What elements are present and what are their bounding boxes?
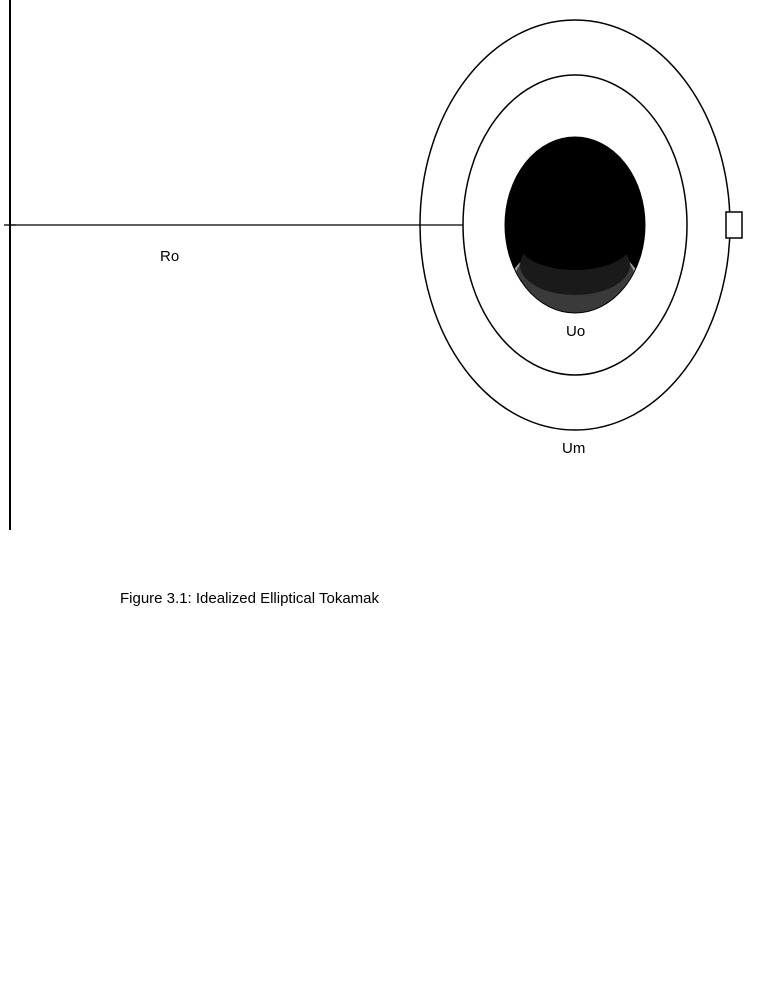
figure-caption: Figure 3.1: Idealized Elliptical Tokamak	[120, 590, 379, 607]
label-uo: Uo	[566, 323, 585, 340]
diagram-svg	[0, 0, 768, 995]
label-um: Um	[562, 440, 585, 457]
tokamak-diagram: Ro Uo Um Figure 3.1: Idealized Elliptica…	[0, 0, 768, 995]
label-ro: Ro	[160, 248, 179, 265]
port-box	[726, 212, 742, 238]
